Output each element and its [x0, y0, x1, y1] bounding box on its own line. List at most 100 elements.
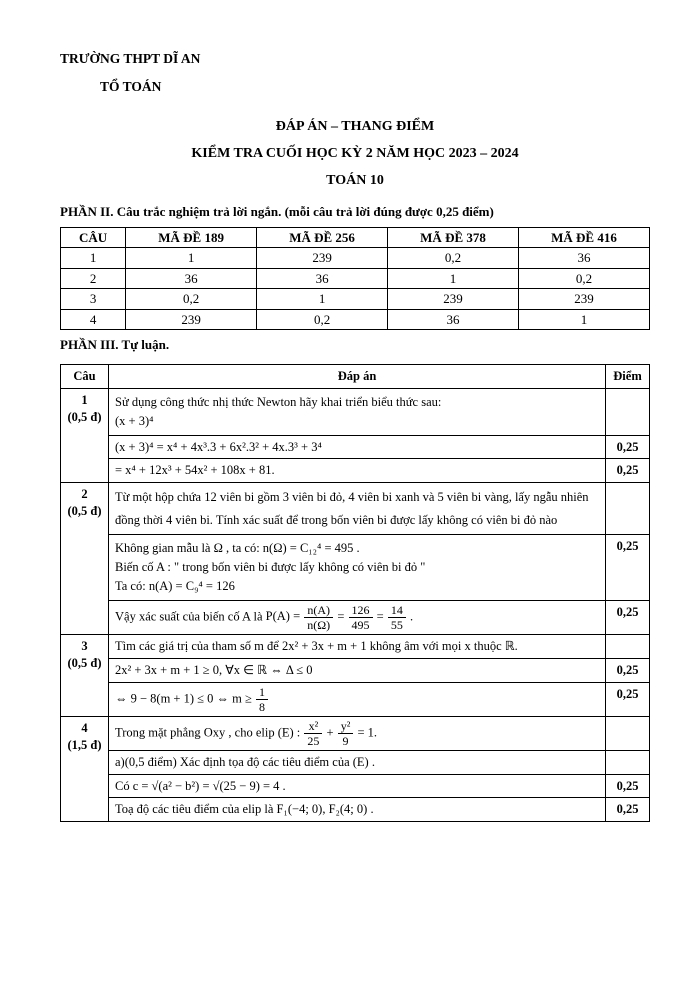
- q1-step2-points: 0,25: [606, 459, 650, 483]
- q2-frac3: 14 55: [388, 604, 406, 631]
- doc-title-3: TOÁN 10: [60, 172, 650, 191]
- q2-s1-l2: Biến cố A : " trong bốn viên bi được lấy…: [115, 559, 599, 576]
- mc-col-cau: CÂU: [61, 227, 126, 248]
- cell: 1: [61, 248, 126, 269]
- q1-step2: = x⁴ + 12x³ + 54x² + 108x + 81.: [109, 459, 606, 483]
- cell: 0,2: [257, 309, 388, 330]
- q3-step1-points: 0,25: [606, 658, 650, 682]
- q3-prompt: Tìm các giá trị của tham số m để 2x² + 3…: [109, 634, 606, 658]
- cell: 1: [388, 268, 519, 289]
- q2-frac1: n(A) n(Ω): [304, 604, 333, 631]
- cell: 239: [388, 289, 519, 310]
- section-2-heading: PHẦN II. Câu trắc nghiệm trả lời ngắn. (…: [60, 203, 650, 221]
- q2-frac2-den: 495: [349, 618, 373, 631]
- q2-frac3-den: 55: [388, 618, 406, 631]
- cell: 36: [519, 248, 650, 269]
- doc-title-2: KIỂM TRA CUỐI HỌC KỲ 2 NĂM HỌC 2023 – 20…: [60, 145, 650, 164]
- q2-num: 2: [81, 487, 87, 501]
- th-cau: Câu: [61, 364, 109, 388]
- q1-prompt: Sử dụng công thức nhị thức Newton hãy kh…: [109, 388, 606, 435]
- q3-num: 3: [81, 639, 87, 653]
- q2-s2-pre: Vậy xác suất của biến cố A là: [115, 609, 266, 623]
- q2-pts: (0,5 đ): [67, 504, 101, 518]
- cell: 239: [126, 309, 257, 330]
- mc-table-header-row: CÂU MÃ ĐỀ 189 MÃ ĐỀ 256 MÃ ĐỀ 378 MÃ ĐỀ …: [61, 227, 650, 248]
- table-row: Không gian mẫu là Ω , ta có: n(Ω) = C₁₂⁴…: [61, 535, 650, 601]
- cell: 4: [61, 309, 126, 330]
- q1-pts: (0,5 đ): [67, 410, 101, 424]
- q4-num: 4: [81, 721, 87, 735]
- q3-label: 3 (0,5 đ): [61, 634, 109, 716]
- q2-frac2: 126 495: [349, 604, 373, 631]
- cell: 2: [61, 268, 126, 289]
- q2-r1-points: [606, 483, 650, 535]
- q3-step2-points: 0,25: [606, 682, 650, 716]
- q3-s2-pre: ⇔ 9 − 8(m + 1) ≤ 0 ⇔ m ≥: [115, 691, 255, 705]
- q1-prompt-line2: (x + 3)⁴: [115, 413, 599, 430]
- q2-step2: Vậy xác suất của biến cố A là P(A) = n(A…: [109, 600, 606, 634]
- table-row: = x⁴ + 12x³ + 54x² + 108x + 81. 0,25: [61, 459, 650, 483]
- q1-step1: (x + 3)⁴ = x⁴ + 4x³.3 + 6x².3² + 4x.3³ +…: [109, 435, 606, 459]
- q4-step1-points: 0,25: [606, 774, 650, 798]
- q4-frac1: x² 25: [304, 720, 322, 747]
- q2-prompt: Từ một hộp chứa 12 viên bi gồm 3 viên bi…: [109, 483, 606, 535]
- table-row: 2x² + 3x + m + 1 ≥ 0, ∀x ∈ ℝ ⇔ Δ ≤ 0 0,2…: [61, 658, 650, 682]
- table-row: 3 0,2 1 239 239: [61, 289, 650, 310]
- essay-answer-table: Câu Đáp án Điểm 1 (0,5 đ) Sử dụng công t…: [60, 364, 650, 822]
- eq-sign: =: [377, 609, 387, 623]
- q1-prompt-line1: Sử dụng công thức nhị thức Newton hãy kh…: [115, 394, 599, 411]
- cell: 36: [388, 309, 519, 330]
- cell: 36: [257, 268, 388, 289]
- q1-step1-points: 0,25: [606, 435, 650, 459]
- q4-step2-points: 0,25: [606, 798, 650, 822]
- q1-r1-points: [606, 388, 650, 435]
- th-diem: Điểm: [606, 364, 650, 388]
- cell: 3: [61, 289, 126, 310]
- department: TỔ TOÁN: [100, 78, 650, 96]
- cell: 1: [519, 309, 650, 330]
- cell: 239: [519, 289, 650, 310]
- table-row: 4 239 0,2 36 1: [61, 309, 650, 330]
- q3-frac-den: 8: [256, 700, 268, 713]
- mc-col-189: MÃ ĐỀ 189: [126, 227, 257, 248]
- mc-answer-table: CÂU MÃ ĐỀ 189 MÃ ĐỀ 256 MÃ ĐỀ 378 MÃ ĐỀ …: [60, 227, 650, 331]
- q3-frac: 1 8: [256, 686, 268, 713]
- q3-step2: ⇔ 9 − 8(m + 1) ≤ 0 ⇔ m ≥ 1 8: [109, 682, 606, 716]
- mc-col-256: MÃ ĐỀ 256: [257, 227, 388, 248]
- table-row: 2 (0,5 đ) Từ một hộp chứa 12 viên bi gồm…: [61, 483, 650, 535]
- plus-sign: +: [327, 725, 337, 739]
- doc-title-1: ĐÁP ÁN – THANG ĐIỂM: [60, 118, 650, 137]
- q3-r1-points: [606, 634, 650, 658]
- q3-pts: (0,5 đ): [67, 656, 101, 670]
- q2-step1-points: 0,25: [606, 535, 650, 601]
- q3-step1: 2x² + 3x + m + 1 ≥ 0, ∀x ∈ ℝ ⇔ Δ ≤ 0: [109, 658, 606, 682]
- th-dapan: Đáp án: [109, 364, 606, 388]
- q3-frac-num: 1: [256, 686, 268, 700]
- q1-label: 1 (0,5 đ): [61, 388, 109, 483]
- table-row: 1 (0,5 đ) Sử dụng công thức nhị thức New…: [61, 388, 650, 435]
- table-row: ⇔ 9 − 8(m + 1) ≤ 0 ⇔ m ≥ 1 8 0,25: [61, 682, 650, 716]
- q4-r2-points: [606, 750, 650, 774]
- school-name: TRƯỜNG THPT DĨ AN: [60, 50, 650, 68]
- q4-frac2-num: y²: [338, 720, 354, 734]
- mc-col-378: MÃ ĐỀ 378: [388, 227, 519, 248]
- q2-label: 2 (0,5 đ): [61, 483, 109, 635]
- cell: 36: [126, 268, 257, 289]
- q2-s2-tail: .: [410, 609, 413, 623]
- q4-step2: Toạ độ các tiêu điểm của elip là F₁(−4; …: [109, 798, 606, 822]
- essay-table-header-row: Câu Đáp án Điểm: [61, 364, 650, 388]
- q4-pre: Trong mặt phẳng Oxy , cho elip (E) :: [115, 725, 303, 739]
- q4-label: 4 (1,5 đ): [61, 716, 109, 822]
- q2-step2-points: 0,25: [606, 600, 650, 634]
- q4-part-a: a)(0,5 điểm) Xác định tọa độ các tiêu đi…: [109, 750, 606, 774]
- q4-tail: = 1.: [357, 725, 377, 739]
- cell: 1: [126, 248, 257, 269]
- table-row: Có c = √(a² − b²) = √(25 − 9) = 4 . 0,25: [61, 774, 650, 798]
- table-row: 1 1 239 0,2 36: [61, 248, 650, 269]
- table-row: 2 36 36 1 0,2: [61, 268, 650, 289]
- q2-step1: Không gian mẫu là Ω , ta có: n(Ω) = C₁₂⁴…: [109, 535, 606, 601]
- q4-frac1-num: x²: [304, 720, 322, 734]
- q2-s1-l1a: Không gian mẫu là Ω , ta có:: [115, 541, 263, 555]
- answer-key-page: TRƯỜNG THPT DĨ AN TỔ TOÁN ĐÁP ÁN – THANG…: [0, 0, 700, 990]
- table-row: 4 (1,5 đ) Trong mặt phẳng Oxy , cho elip…: [61, 716, 650, 750]
